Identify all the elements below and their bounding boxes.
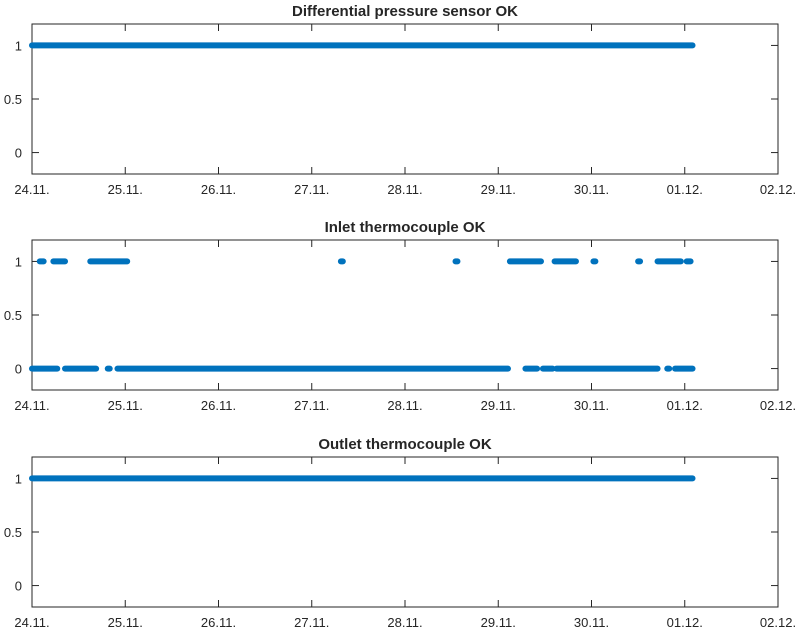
- x-tick-label: 25.11.: [108, 398, 143, 413]
- y-tick-label: 1: [15, 471, 22, 486]
- y-tick-label: 0: [15, 362, 22, 377]
- x-tick-label: 01.12.: [667, 398, 703, 413]
- chart-title: Inlet thermocouple OK: [325, 219, 486, 236]
- panel-outlet-thermocouple: 0 0.5 1 24.11. 25.11. 26.11. 27.11. 28.11. 29.11…: [4, 436, 796, 630]
- x-tick-label: 25.11.: [108, 615, 143, 630]
- x-tick-label: 26.11.: [201, 182, 236, 197]
- chart-title: Differential pressure sensor OK: [292, 3, 518, 20]
- axes-frame: [31, 239, 779, 391]
- x-tick-label: 30.11.: [574, 182, 609, 197]
- x-tick-label: 01.12.: [667, 615, 703, 630]
- x-tick-label: 24.11.: [14, 398, 49, 413]
- x-tick-label: 26.11.: [201, 615, 236, 630]
- x-tick-label: 24.11.: [14, 615, 49, 630]
- x-tick-label: 27.11.: [294, 182, 329, 197]
- x-tick-label: 02.12.: [760, 615, 796, 630]
- axes-frame: [31, 23, 779, 175]
- x-tick-label: 30.11.: [574, 398, 609, 413]
- panel-inlet-thermocouple: 0 0.5 1 24.11. 25.11. 26.11. 27.11. 28.11. 29.11…: [4, 219, 796, 413]
- y-tick-label: 0.5: [4, 308, 22, 323]
- x-tick-label: 29.11.: [481, 615, 516, 630]
- y-tick-label: 1: [15, 254, 22, 269]
- x-tick-label: 01.12.: [667, 182, 703, 197]
- x-tick-label: 25.11.: [108, 182, 143, 197]
- x-tick-label: 02.12.: [760, 398, 796, 413]
- y-tick-label: 0: [15, 579, 22, 594]
- x-tick-label: 29.11.: [481, 182, 516, 197]
- panel-differential-pressure: 0 0.5 1 24.11. 25.11. 26.11. 27.11. 28.11. 29.11…: [4, 3, 796, 197]
- y-tick-label: 0.5: [4, 92, 22, 107]
- x-tick-label: 24.11.: [14, 182, 49, 197]
- x-tick-label: 29.11.: [481, 398, 516, 413]
- x-tick-label: 27.11.: [294, 615, 329, 630]
- x-tick-label: 28.11.: [387, 182, 422, 197]
- axes-frame: [31, 456, 779, 608]
- x-tick-label: 26.11.: [201, 398, 236, 413]
- y-tick-label: 0.5: [4, 525, 22, 540]
- chart-title: Outlet thermocouple OK: [318, 436, 492, 453]
- x-tick-label: 30.11.: [574, 615, 609, 630]
- x-tick-label: 28.11.: [387, 398, 422, 413]
- y-tick-label: 1: [15, 38, 22, 53]
- y-tick-label: 0: [15, 146, 22, 161]
- x-tick-label: 27.11.: [294, 398, 329, 413]
- x-tick-label: 02.12.: [760, 182, 796, 197]
- x-tick-label: 28.11.: [387, 615, 422, 630]
